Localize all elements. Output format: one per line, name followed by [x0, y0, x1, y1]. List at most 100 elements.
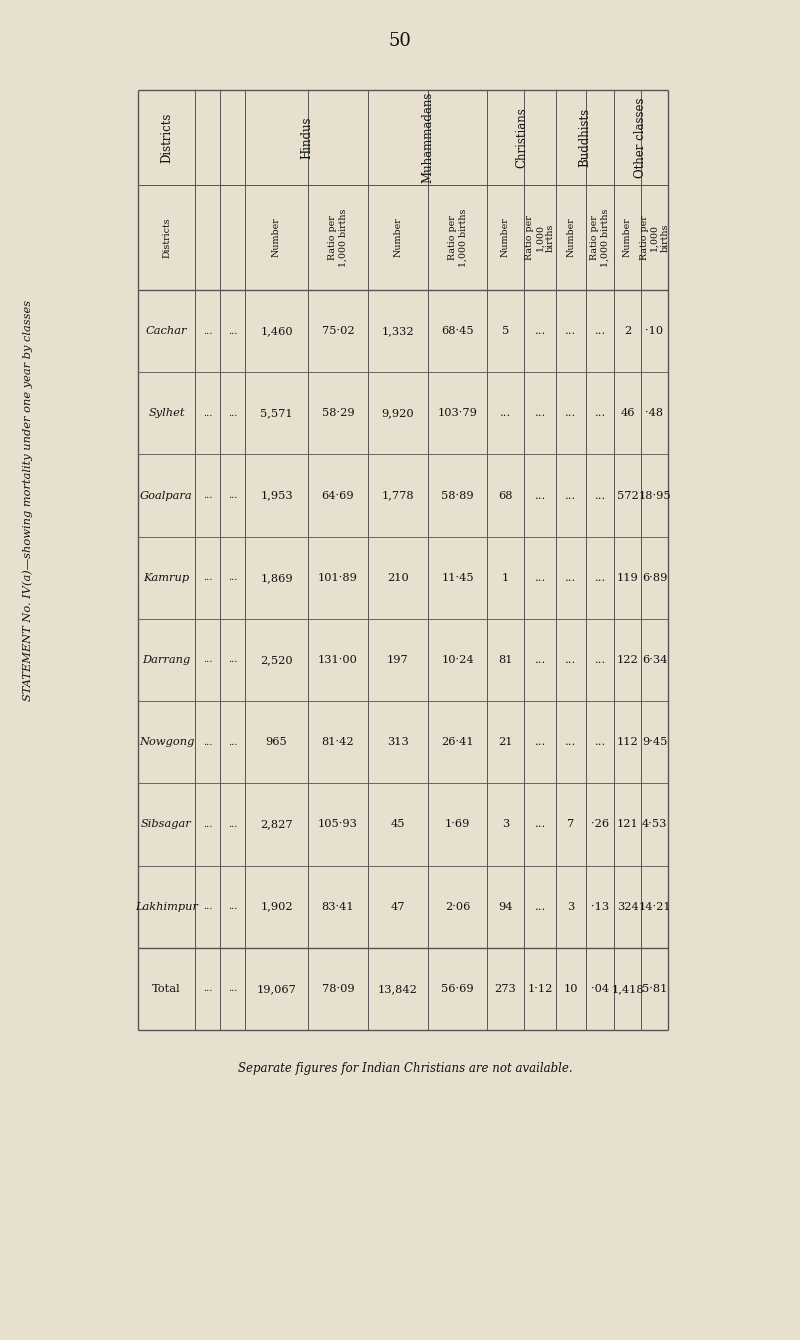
Text: Number: Number — [501, 217, 510, 257]
Text: ...: ... — [594, 326, 606, 336]
Text: 13,842: 13,842 — [378, 984, 418, 994]
Text: 119: 119 — [617, 572, 638, 583]
Text: Ratio per
1,000 births: Ratio per 1,000 births — [328, 208, 348, 267]
Text: 46: 46 — [620, 409, 634, 418]
Text: ...: ... — [228, 902, 237, 911]
Text: 2,520: 2,520 — [260, 655, 293, 665]
Text: 1,332: 1,332 — [382, 326, 414, 336]
Text: Sylhet: Sylhet — [148, 409, 185, 418]
Text: Number: Number — [623, 217, 632, 257]
Text: 965: 965 — [266, 737, 287, 748]
Text: 19,067: 19,067 — [257, 984, 297, 994]
Text: 6·34: 6·34 — [642, 655, 667, 665]
Text: 5: 5 — [502, 326, 509, 336]
Text: Hindus: Hindus — [300, 117, 313, 158]
Text: 197: 197 — [387, 655, 409, 665]
Text: 1·69: 1·69 — [445, 820, 470, 829]
Text: 47: 47 — [390, 902, 406, 911]
Text: ·48: ·48 — [646, 409, 663, 418]
Text: 1,460: 1,460 — [260, 326, 293, 336]
Text: 10·24: 10·24 — [441, 655, 474, 665]
Text: Kamrup: Kamrup — [143, 572, 190, 583]
Text: Number: Number — [566, 217, 575, 257]
Text: 75·02: 75·02 — [322, 326, 354, 336]
Text: Districts: Districts — [162, 217, 171, 257]
Text: ...: ... — [228, 574, 237, 583]
Text: ...: ... — [594, 490, 606, 501]
Text: 210: 210 — [387, 572, 409, 583]
Text: ...: ... — [566, 572, 577, 583]
Text: ...: ... — [203, 655, 212, 665]
Text: Other classes: Other classes — [634, 98, 647, 178]
Text: ...: ... — [594, 409, 606, 418]
Text: 1,778: 1,778 — [382, 490, 414, 501]
Text: 50: 50 — [389, 32, 411, 50]
Text: ...: ... — [534, 572, 546, 583]
Text: 4·53: 4·53 — [642, 820, 667, 829]
Text: ...: ... — [566, 655, 577, 665]
Text: 14·21: 14·21 — [638, 902, 671, 911]
Text: 18·95: 18·95 — [638, 490, 671, 501]
Text: ...: ... — [594, 572, 606, 583]
Text: 103·79: 103·79 — [438, 409, 478, 418]
Text: 58·89: 58·89 — [441, 490, 474, 501]
Text: ...: ... — [534, 737, 546, 748]
Text: 56·69: 56·69 — [441, 984, 474, 994]
Text: Lakhimpur: Lakhimpur — [135, 902, 198, 911]
Text: Number: Number — [394, 217, 402, 257]
Text: 94: 94 — [498, 902, 513, 911]
Text: Ratio per
1,000
births: Ratio per 1,000 births — [640, 216, 670, 260]
Text: ...: ... — [228, 409, 237, 418]
Text: 78·09: 78·09 — [322, 984, 354, 994]
Text: 21: 21 — [498, 737, 513, 748]
Text: 5·81: 5·81 — [642, 984, 667, 994]
Text: ...: ... — [566, 490, 577, 501]
Text: Cachar: Cachar — [146, 326, 187, 336]
Text: 1: 1 — [502, 572, 509, 583]
Text: 81: 81 — [498, 655, 513, 665]
Text: ...: ... — [228, 820, 237, 829]
Text: 2,827: 2,827 — [260, 820, 293, 829]
Text: Goalpara: Goalpara — [140, 490, 193, 501]
Text: Number: Number — [272, 217, 281, 257]
Text: ...: ... — [534, 655, 546, 665]
Text: ...: ... — [566, 326, 577, 336]
Text: ...: ... — [203, 902, 212, 911]
Text: ...: ... — [534, 490, 546, 501]
Text: Buddhists: Buddhists — [578, 109, 591, 168]
Text: 1,953: 1,953 — [260, 490, 293, 501]
Text: 6·89: 6·89 — [642, 572, 667, 583]
Text: Districts: Districts — [160, 113, 173, 162]
Text: 9·45: 9·45 — [642, 737, 667, 748]
Text: 26·41: 26·41 — [441, 737, 474, 748]
Text: ...: ... — [228, 327, 237, 335]
Text: ·13: ·13 — [591, 902, 609, 911]
Text: 121: 121 — [617, 820, 638, 829]
Text: ...: ... — [203, 409, 212, 418]
Text: STATEMENT No. IV(a)—showing mortality under one year by classes: STATEMENT No. IV(a)—showing mortality un… — [22, 299, 34, 701]
Text: 1,418: 1,418 — [611, 984, 644, 994]
Text: 9,920: 9,920 — [382, 409, 414, 418]
Text: ...: ... — [566, 409, 577, 418]
Text: ...: ... — [534, 409, 546, 418]
Text: ...: ... — [534, 902, 546, 911]
Text: 313: 313 — [387, 737, 409, 748]
Text: 2·06: 2·06 — [445, 902, 470, 911]
Text: 3: 3 — [502, 820, 509, 829]
Text: Nowgong: Nowgong — [139, 737, 194, 748]
Text: Christians: Christians — [515, 107, 528, 168]
Text: Sibsagar: Sibsagar — [141, 820, 192, 829]
Text: Ratio per
1,000
births: Ratio per 1,000 births — [525, 216, 555, 260]
Text: 68·45: 68·45 — [441, 326, 474, 336]
Text: Ratio per
1,000 births: Ratio per 1,000 births — [590, 208, 610, 267]
Text: 273: 273 — [494, 984, 516, 994]
Text: 122: 122 — [617, 655, 638, 665]
Text: ·26: ·26 — [591, 820, 609, 829]
Text: ...: ... — [203, 820, 212, 829]
Text: 45: 45 — [390, 820, 406, 829]
Text: ...: ... — [228, 738, 237, 746]
Text: ·04: ·04 — [591, 984, 609, 994]
Text: ...: ... — [203, 327, 212, 335]
Text: Total: Total — [152, 984, 181, 994]
Text: Darrang: Darrang — [142, 655, 190, 665]
